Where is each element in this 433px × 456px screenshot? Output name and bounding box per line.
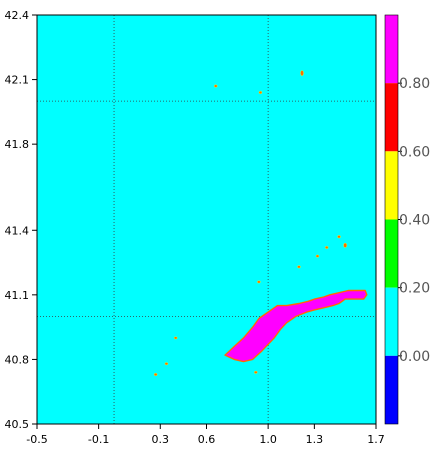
colorbar-label-3: 0.60 — [399, 144, 430, 160]
contour-patch-5 — [324, 246, 329, 249]
x-tick-label-5: 1.3 — [306, 433, 324, 446]
contour-patch-2 — [300, 70, 304, 76]
colorbar-band-2 — [385, 219, 398, 288]
y-tick-label-1: 40.8 — [5, 353, 30, 366]
colorbar-label-2: 0.40 — [399, 213, 430, 229]
main-contour-region — [224, 289, 368, 363]
x-tick-label-0: -0.5 — [26, 433, 47, 446]
contour-patch-0 — [214, 84, 218, 88]
y-axis: 40.5 40.8 41.1 41.4 41.8 42.1 42.4 — [5, 9, 37, 431]
contour-patch-6 — [315, 254, 320, 258]
colorbar-band-5 — [385, 15, 398, 84]
colorbar-band-4 — [385, 83, 398, 152]
contour-patch-8 — [257, 280, 261, 284]
contour-patch-7 — [297, 265, 301, 269]
contour-patch-11 — [153, 372, 158, 376]
contour-patch-4 — [343, 242, 347, 248]
x-tick-label-4: 1.0 — [259, 433, 277, 446]
y-tick-label-3: 41.4 — [5, 224, 30, 237]
contour-region-layer — [153, 70, 368, 376]
contour-patch-9 — [173, 336, 178, 340]
y-tick-label-4: 41.8 — [5, 138, 30, 151]
x-tick-label-6: 1.7 — [367, 433, 385, 446]
contour-patch-12 — [254, 370, 258, 374]
contour-patch-1 — [258, 91, 263, 94]
x-axis: -0.5 -0.1 0.3 0.6 1.0 1.3 1.7 — [26, 424, 385, 446]
colorbar-label-1: 0.20 — [399, 281, 430, 297]
contour-patch-3 — [337, 235, 341, 239]
colorbar-band-1 — [385, 287, 398, 356]
map-plot-area: -0.5 -0.1 0.3 0.6 1.0 1.3 1.7 40.5 40.8 41.1 41.4… — [5, 9, 385, 446]
x-tick-label-2: 0.3 — [152, 433, 170, 446]
colorbar: 0.00 0.20 0.40 0.60 0.80 — [384, 14, 430, 425]
y-tick-label-2: 41.1 — [5, 289, 30, 302]
colorbar-label-4: 0.80 — [399, 76, 430, 92]
colorbar-band-3 — [385, 151, 398, 220]
x-tick-label-3: 0.6 — [198, 433, 216, 446]
map-background — [37, 15, 376, 424]
y-tick-label-0: 40.5 — [5, 418, 30, 431]
y-tick-label-5: 42.1 — [5, 74, 30, 87]
x-tick-label-1: -0.1 — [88, 433, 109, 446]
colorbar-band-0 — [385, 355, 398, 424]
contour-patch-10 — [164, 362, 169, 366]
colorbar-label-0: 0.00 — [399, 349, 430, 365]
map-gridlines — [37, 15, 376, 424]
y-tick-label-6: 42.4 — [5, 9, 30, 22]
